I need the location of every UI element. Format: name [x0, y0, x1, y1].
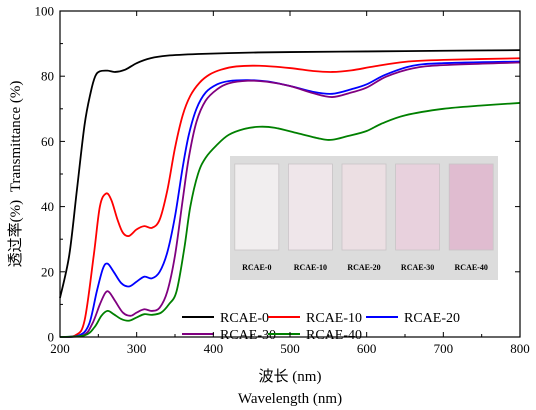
y-tick-label: 80	[41, 69, 54, 84]
y-tick-label: 0	[48, 330, 55, 345]
x-axis-title-en: Wavelength (nm)	[238, 391, 342, 407]
x-tick-label: 200	[50, 341, 70, 356]
series-line-rcae-30	[59, 61, 521, 338]
sample-film	[287, 163, 333, 251]
x-tick-label: 500	[280, 341, 300, 356]
series-line-rcae-0	[59, 49, 521, 299]
legend-label: RCAE-20	[404, 311, 460, 326]
x-axis-title-cn: 波长 (nm)	[259, 368, 322, 385]
sample-label: RCAE-20	[347, 263, 380, 272]
y-tick-label: 20	[41, 264, 54, 279]
y-tick-label: 60	[41, 134, 54, 149]
x-tick-label: 600	[357, 341, 377, 356]
series-layer	[59, 49, 521, 339]
x-tick-label: 400	[204, 341, 224, 356]
legend-label: RCAE-40	[306, 328, 362, 343]
x-tick-label: 300	[127, 341, 147, 356]
series-line-rcae-10	[59, 57, 521, 339]
sample-label: RCAE-0	[242, 263, 271, 272]
y-axis-title-cn: 透过率(%)	[7, 200, 24, 268]
y-axis-title: 透过率(%) Transmittance (%)	[7, 81, 24, 268]
sample-film	[234, 163, 280, 251]
sample-film	[448, 163, 494, 251]
y-tick-label: 100	[35, 4, 55, 19]
legend-label: RCAE-30	[220, 328, 276, 343]
y-axis-title-en: Transmittance (%)	[8, 81, 24, 193]
y-tick-label: 40	[41, 199, 54, 214]
series-line-rcae-40	[59, 102, 521, 338]
x-tick-label: 700	[434, 341, 454, 356]
sample-label: RCAE-40	[455, 263, 488, 272]
legend-label: RCAE-0	[220, 311, 269, 326]
x-tick-label: 800	[510, 341, 530, 356]
sample-label: RCAE-30	[401, 263, 434, 272]
sample-film	[395, 163, 441, 251]
sample-photo-inset: RCAE-0 RCAE-10 RCAE-20 RCAE-30 RCAE-40	[230, 156, 498, 280]
sample-film	[341, 163, 387, 251]
legend: RCAE-0 RCAE-10 RCAE-20 RCAE-30 RCAE-40	[182, 311, 460, 343]
sample-label: RCAE-10	[294, 263, 327, 272]
series-line-rcae-20	[59, 60, 521, 338]
ticks: 200 300 400 500 600 700 800 0 20 40 60 80 100	[35, 4, 530, 357]
legend-label: RCAE-10	[306, 311, 362, 326]
